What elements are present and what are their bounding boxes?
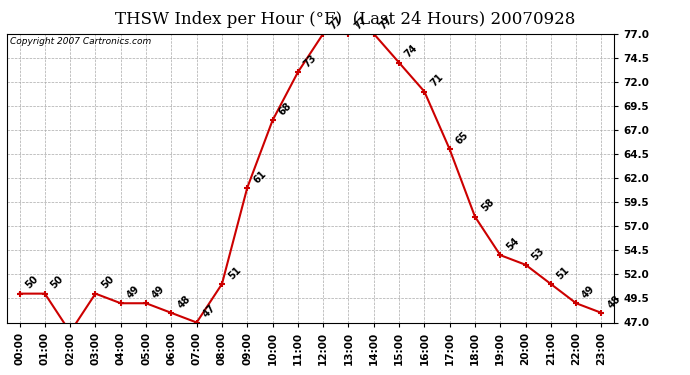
Text: 50: 50 xyxy=(49,274,66,291)
Text: Copyright 2007 Cartronics.com: Copyright 2007 Cartronics.com xyxy=(10,37,151,46)
Text: 77: 77 xyxy=(353,14,369,31)
Text: 51: 51 xyxy=(226,265,243,281)
Text: 61: 61 xyxy=(251,168,268,185)
Text: 49: 49 xyxy=(150,284,167,300)
Text: 77: 77 xyxy=(378,14,395,31)
Text: 46: 46 xyxy=(0,374,1,375)
Text: 51: 51 xyxy=(555,265,571,281)
Text: 53: 53 xyxy=(530,245,546,262)
Text: 77: 77 xyxy=(327,14,344,31)
Text: 49: 49 xyxy=(580,284,597,300)
Text: 47: 47 xyxy=(201,303,217,320)
Text: 73: 73 xyxy=(302,53,319,69)
Text: 49: 49 xyxy=(125,284,141,300)
Text: 74: 74 xyxy=(403,43,420,60)
Text: 54: 54 xyxy=(504,236,521,252)
Text: 50: 50 xyxy=(23,274,40,291)
Text: 48: 48 xyxy=(175,293,193,310)
Text: 50: 50 xyxy=(99,274,116,291)
Text: 71: 71 xyxy=(428,72,445,89)
Text: 58: 58 xyxy=(479,197,496,214)
Text: 68: 68 xyxy=(277,101,293,118)
Text: THSW Index per Hour (°F)  (Last 24 Hours) 20070928: THSW Index per Hour (°F) (Last 24 Hours)… xyxy=(115,11,575,28)
Text: 48: 48 xyxy=(606,293,622,310)
Text: 65: 65 xyxy=(454,130,471,147)
